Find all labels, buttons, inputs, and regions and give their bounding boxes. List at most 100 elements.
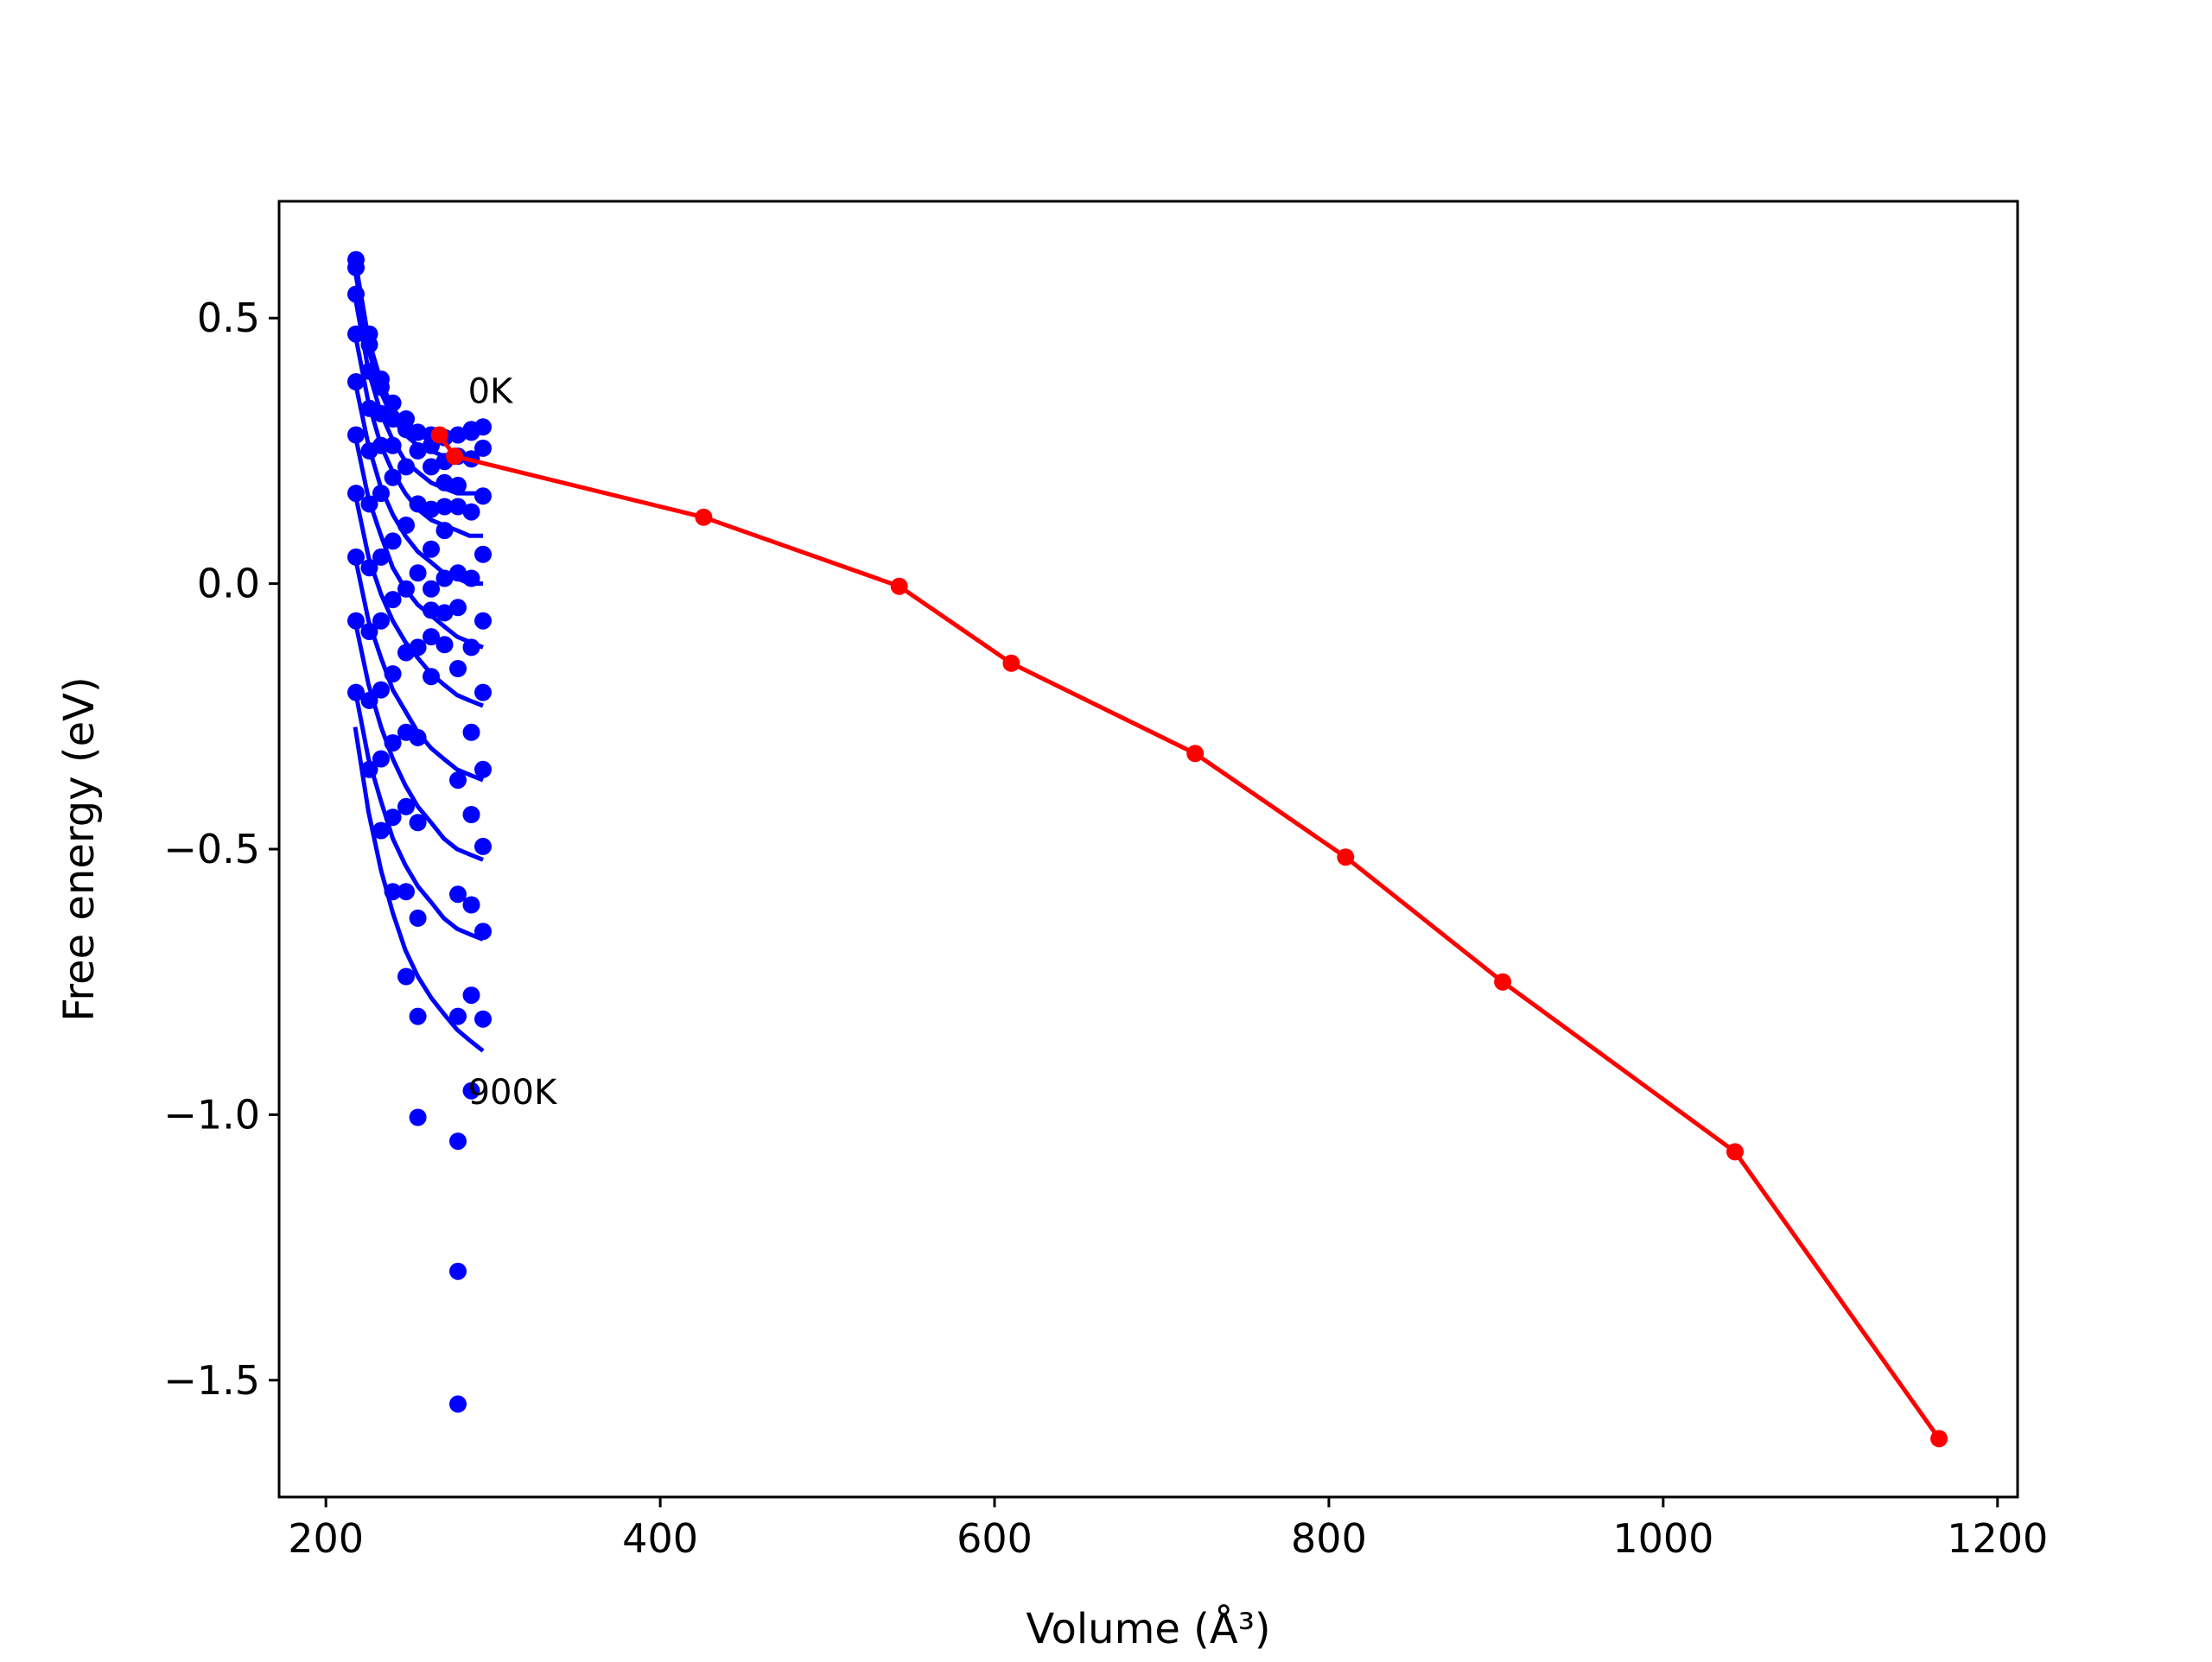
isotherm-point <box>347 258 365 276</box>
isotherm-point <box>449 1132 467 1151</box>
minimum-path-point <box>430 426 448 444</box>
isotherm-point <box>474 923 492 941</box>
isotherm-point <box>397 967 415 986</box>
isotherm-point <box>360 559 378 577</box>
y-tick-label: 0.5 <box>197 295 260 341</box>
isotherm-point <box>372 378 390 396</box>
isotherm-point <box>423 540 440 558</box>
isotherm-point <box>449 426 467 444</box>
isotherm-curve <box>353 492 484 708</box>
minimum-path-point <box>446 447 464 466</box>
isotherm-point <box>449 885 467 904</box>
isotherm-point <box>474 612 492 630</box>
minimum-path-point <box>695 508 713 526</box>
isotherm-point <box>347 683 365 701</box>
minimum-path <box>430 426 1948 1448</box>
isotherm-point <box>372 750 390 768</box>
isotherm-point <box>435 604 454 622</box>
isotherm-point <box>423 500 440 518</box>
x-tick-label: 400 <box>622 1515 698 1562</box>
isotherm-point <box>435 498 454 516</box>
y-tick-label: 0.0 <box>197 561 260 607</box>
isotherm-point <box>347 373 365 390</box>
isotherm-point <box>360 495 378 513</box>
isotherm-point <box>435 473 454 492</box>
isotherm-point <box>384 436 402 454</box>
isotherm-point <box>347 485 365 503</box>
isotherm-point <box>435 522 454 540</box>
isotherm-point <box>409 814 427 832</box>
x-tick-label: 200 <box>288 1515 364 1562</box>
x-tick-label: 1200 <box>1947 1515 2048 1562</box>
isotherm-point <box>347 612 365 630</box>
isotherm-point <box>474 760 492 778</box>
isotherm-point <box>409 495 427 513</box>
isotherm-point <box>449 660 467 677</box>
isotherm-point <box>397 517 415 534</box>
annotation-label: 0K <box>468 372 514 412</box>
isotherm-point <box>462 723 480 741</box>
y-axis-ticks: −1.5 −1.0 −0.5 0.0 0.5 <box>163 295 279 1404</box>
isotherm-point <box>462 503 480 521</box>
isotherm-point <box>409 1108 427 1126</box>
minimum-path-point <box>1930 1430 1948 1448</box>
isotherm-point <box>397 580 415 598</box>
isotherm-point <box>384 883 402 901</box>
isotherm-point <box>449 476 467 494</box>
isotherm-point <box>435 636 454 654</box>
isotherm-point <box>474 1010 492 1028</box>
isotherm-point <box>449 564 467 582</box>
isotherm-point <box>449 498 467 516</box>
isotherm-curve <box>353 620 484 862</box>
isotherm-point <box>423 580 440 598</box>
isotherm-point <box>462 1082 480 1100</box>
isotherm-point <box>372 821 390 840</box>
y-axis-label: Free energy (eV) <box>55 676 104 1021</box>
isotherm-point <box>384 468 402 486</box>
minimum-path-point <box>1494 973 1512 991</box>
minimum-path-line <box>437 434 1942 1440</box>
isotherm-point <box>474 545 492 563</box>
x-tick-label: 600 <box>957 1515 1033 1562</box>
isotherm-point <box>347 426 365 444</box>
x-tick-label: 1000 <box>1612 1515 1713 1562</box>
isotherm-curve <box>353 726 485 1053</box>
isotherm-curve <box>353 434 484 650</box>
isotherm-point <box>474 837 492 855</box>
isotherm-point <box>474 439 492 457</box>
x-axis-label: Volume (Å³) <box>1026 1604 1270 1653</box>
isotherm-point <box>423 601 440 619</box>
isotherm-point <box>360 336 378 353</box>
isotherm-point <box>360 760 378 778</box>
isotherm-point <box>474 683 492 701</box>
isotherm-point <box>360 691 378 709</box>
isotherm-point <box>409 1007 427 1025</box>
isotherm-point <box>347 285 365 303</box>
isotherm-point <box>384 734 402 752</box>
isotherm-point <box>397 797 415 815</box>
isotherm-point <box>423 668 440 686</box>
isotherm-point <box>384 410 402 428</box>
isotherm-point <box>384 591 402 609</box>
isotherm-point <box>347 325 365 343</box>
y-tick-label: −1.0 <box>163 1091 260 1138</box>
minimum-path-point <box>1726 1143 1744 1161</box>
isotherm-point <box>449 1007 467 1025</box>
isotherm-point <box>423 458 440 476</box>
isotherm-point <box>384 809 402 827</box>
isotherm-point <box>423 628 440 646</box>
isotherm-point <box>372 612 390 630</box>
minimum-path-point <box>890 577 908 595</box>
isotherm-point <box>462 638 480 657</box>
isotherm-point <box>397 458 415 476</box>
isotherm-point <box>462 896 480 914</box>
isotherm-point <box>384 394 402 412</box>
minimum-path-point <box>1002 654 1020 672</box>
isotherm-point <box>449 771 467 790</box>
isotherm-point <box>409 909 427 927</box>
isotherm-point <box>409 638 427 657</box>
isotherm-point <box>360 623 378 640</box>
